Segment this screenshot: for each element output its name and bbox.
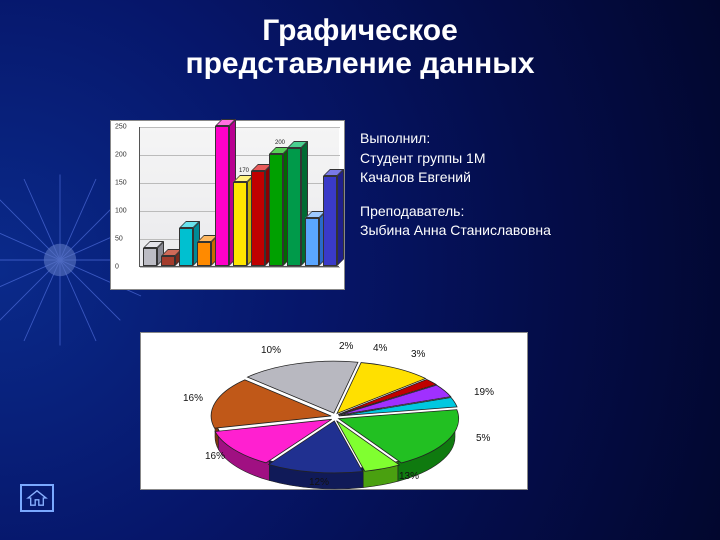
author-info: Выполнил: Студент группы 1М Качалов Евге… <box>360 120 660 256</box>
home-button[interactable] <box>20 484 54 512</box>
bar <box>215 126 229 266</box>
pie-slice-label: 3% <box>411 349 425 360</box>
bar <box>233 182 247 266</box>
y-tick: 200 <box>115 152 127 159</box>
bar <box>179 228 193 266</box>
bar-plot-area: 170 200 <box>139 127 339 267</box>
pie-slice-label: 16% <box>183 393 203 404</box>
y-tick: 100 <box>115 208 127 215</box>
y-tick: 0 <box>115 264 119 271</box>
bar-value-label: 200 <box>275 140 285 146</box>
bar <box>287 148 301 266</box>
bar-value-label: 170 <box>239 168 249 174</box>
info-line: Выполнил: <box>360 130 660 148</box>
title-line-2: представление данных <box>0 47 720 80</box>
bar <box>323 176 337 266</box>
bar <box>251 171 265 266</box>
pie-slice-label: 10% <box>261 345 281 356</box>
pie-slice-label: 2% <box>339 341 353 352</box>
bar <box>269 154 283 266</box>
bar <box>197 242 211 266</box>
pie-slice-label: 16% <box>205 451 225 462</box>
bar <box>143 248 157 266</box>
info-line: Зыбина Анна Станиславовна <box>360 222 660 240</box>
pie-svg <box>141 333 529 491</box>
pie-chart: 19% 5% 13% 12% 16% 16% 10% 2% 4% 3% <box>140 332 528 490</box>
y-tick: 250 <box>115 124 127 131</box>
pie-slice-label: 5% <box>476 433 490 444</box>
bar-chart: 170 200 0 50 100 150 200 250 <box>110 120 345 290</box>
pie-slice-label: 13% <box>399 471 419 482</box>
y-tick: 150 <box>115 180 127 187</box>
info-line: Качалов Евгений <box>360 169 660 187</box>
title-line-1: Графическое <box>0 14 720 47</box>
y-tick: 50 <box>115 236 123 243</box>
info-line: Студент группы 1М <box>360 150 660 168</box>
info-line: Преподаватель: <box>360 203 660 221</box>
bar <box>305 218 319 266</box>
slide-title: Графическое представление данных <box>0 14 720 80</box>
pie-slice-label: 4% <box>373 343 387 354</box>
pie-slice-label: 12% <box>309 477 329 488</box>
home-icon <box>26 489 48 507</box>
content-row: 170 200 0 50 100 150 200 250 Выполнил: Студент… <box>110 120 660 290</box>
pie-slice-label: 19% <box>474 387 494 398</box>
bar <box>161 256 175 266</box>
